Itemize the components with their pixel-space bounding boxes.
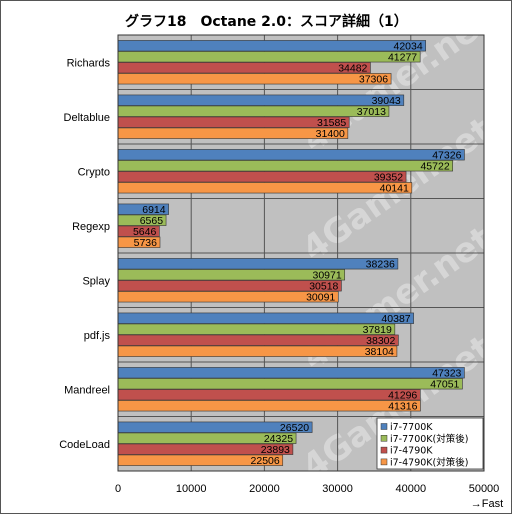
legend: i7-7700Ki7-7700K(対策後)i7-4790Ki7-4790K(対策… — [376, 417, 484, 470]
data-label-regexp-series-4: 5736 — [134, 237, 158, 249]
bar-richards-series-4 — [117, 73, 392, 85]
legend-swatch-series-2 — [380, 435, 388, 442]
data-label-pdf-js-series-3: 38302 — [366, 335, 395, 347]
bar-pdf-js-series-1 — [117, 312, 414, 324]
bar-richards-series-3 — [117, 62, 371, 74]
data-label-deltablue-series-1: 39043 — [372, 95, 401, 107]
category-label-splay: Splay — [82, 275, 110, 287]
legend-label-series-3: i7-4790K — [390, 446, 433, 457]
x-tick-label: 0 — [115, 483, 121, 495]
data-label-codeload-series-3: 23893 — [261, 444, 290, 456]
bar-crypto-series-4 — [117, 182, 413, 194]
bar-mandreel-series-2 — [117, 378, 463, 390]
legend-swatch-series-4 — [380, 458, 388, 466]
bar-mandreel-series-4 — [117, 400, 421, 412]
category-label-mandreel: Mandreel — [64, 384, 110, 396]
bar-pdf-js-series-2 — [117, 323, 396, 335]
bar-mandreel-series-1 — [117, 367, 465, 379]
legend-label-series-1: i7-7700K — [390, 422, 433, 433]
category-label-regexp: Regexp — [72, 221, 110, 233]
data-label-deltablue-series-4: 31400 — [316, 128, 345, 140]
data-label-codeload-series-2: 24325 — [264, 433, 293, 445]
bar-crypto-series-1 — [117, 149, 465, 161]
data-label-crypto-series-4: 40141 — [380, 183, 409, 195]
data-label-regexp-series-3: 5646 — [133, 226, 157, 238]
category-label-deltablue: Deltablue — [64, 112, 110, 124]
data-label-crypto-series-1: 47326 — [432, 150, 461, 162]
data-label-pdf-js-series-1: 40387 — [381, 313, 410, 325]
data-label-richards-series-4: 37306 — [359, 74, 388, 86]
bar-pdf-js-series-4 — [117, 345, 398, 357]
legend-label-series-4: i7-4790K(対策後) — [390, 456, 468, 468]
bar-deltablue-series-3 — [117, 116, 350, 128]
x-tick-label: 20000 — [249, 483, 280, 495]
category-label-crypto: Crypto — [78, 166, 110, 178]
data-label-deltablue-series-2: 37013 — [357, 106, 386, 118]
chart-title: グラフ18 Octane 2.0：スコア詳細（1） — [125, 13, 408, 30]
data-label-splay-series-4: 30091 — [306, 292, 335, 304]
data-label-splay-series-3: 30518 — [309, 281, 338, 293]
data-label-pdf-js-series-2: 37819 — [363, 324, 392, 336]
data-label-richards-series-3: 34482 — [338, 63, 367, 75]
plot-border — [117, 34, 485, 472]
data-label-mandreel-series-4: 41316 — [388, 401, 417, 413]
bar-crypto-series-3 — [117, 171, 407, 183]
data-label-richards-series-2: 41277 — [388, 52, 417, 64]
legend-label-series-2: i7-7700K(対策後) — [390, 433, 468, 445]
data-label-splay-series-2: 30971 — [313, 270, 342, 282]
bar-richards-series-1 — [117, 40, 426, 52]
bar-deltablue-series-2 — [117, 105, 390, 117]
data-label-codeload-series-4: 22506 — [251, 455, 280, 467]
x-tick-label: 10000 — [176, 483, 207, 495]
data-label-splay-series-1: 38236 — [366, 259, 395, 271]
data-label-pdf-js-series-4: 38104 — [365, 346, 394, 358]
bar-splay-series-3 — [117, 280, 342, 292]
bar-splay-series-1 — [117, 258, 399, 270]
bar-splay-series-2 — [117, 269, 346, 281]
data-label-mandreel-series-2: 47051 — [430, 379, 459, 391]
data-label-codeload-series-1: 26520 — [280, 422, 309, 434]
data-label-regexp-series-1: 6914 — [142, 204, 166, 216]
data-label-deltablue-series-3: 31585 — [317, 117, 346, 129]
data-label-mandreel-series-3: 41296 — [388, 390, 417, 402]
x-tick-label: 30000 — [322, 483, 353, 495]
category-label-richards: Richards — [67, 57, 111, 69]
bar-richards-series-2 — [117, 51, 421, 63]
legend-box — [376, 417, 484, 470]
category-label-pdf-js: pdf.js — [84, 330, 111, 342]
data-label-crypto-series-2: 45722 — [420, 161, 449, 173]
data-label-regexp-series-2: 6565 — [140, 215, 164, 227]
category-label-codeload: CodeLoad — [59, 439, 110, 451]
bar-crypto-series-2 — [117, 160, 453, 172]
bar-pdf-js-series-3 — [117, 334, 399, 346]
legend-swatch-series-3 — [380, 446, 388, 454]
bar-deltablue-series-1 — [117, 94, 405, 106]
data-label-mandreel-series-1: 47323 — [432, 368, 461, 380]
data-label-richards-series-1: 42034 — [393, 41, 422, 53]
bar-mandreel-series-3 — [117, 389, 421, 401]
x-tick-label: 40000 — [396, 483, 427, 495]
x-axis-label: →Fast — [471, 498, 503, 510]
x-tick-label: 50000 — [469, 483, 500, 495]
data-label-crypto-series-3: 39352 — [374, 172, 403, 184]
plot-area: 4Gamer.net4Gamer.net4Gamer.net4Gamer.net… — [59, 1, 503, 510]
legend-swatch-series-1 — [380, 423, 388, 430]
bar-deltablue-series-4 — [117, 127, 349, 139]
